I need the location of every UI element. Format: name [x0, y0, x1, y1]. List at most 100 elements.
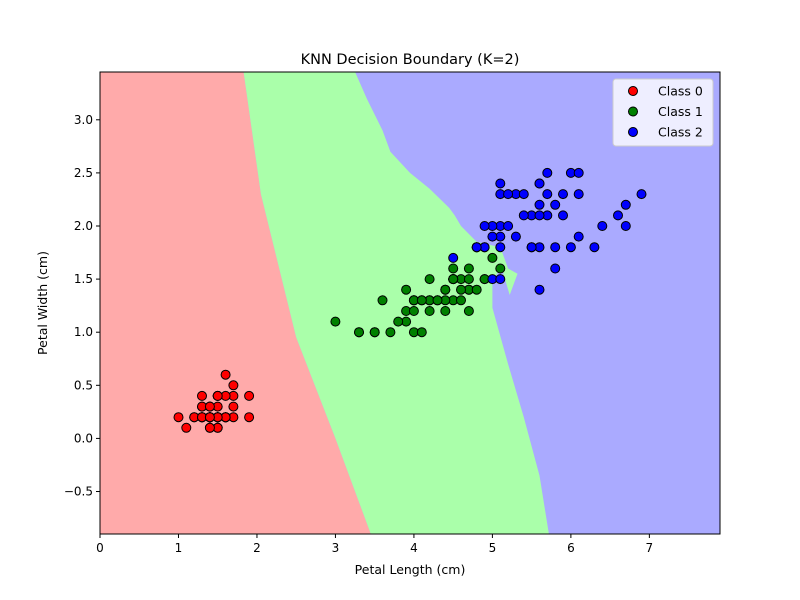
plot-area [100, 72, 720, 534]
point-class-2 [503, 221, 514, 231]
point-class-2 [510, 231, 521, 242]
x-axis: 0 1 2 3 4 5 6 7 [96, 534, 653, 555]
point-class-2 [495, 242, 506, 253]
y-tick-label: 0.5 [74, 378, 93, 392]
point-class-1 [471, 284, 482, 295]
y-tick-label: 1.0 [74, 325, 93, 339]
point-class-0 [244, 412, 255, 423]
point-class-1 [393, 316, 404, 327]
point-class-1 [401, 284, 412, 295]
legend: Class 0 Class 1 Class 2 [612, 78, 714, 147]
point-class-1 [463, 306, 474, 316]
point-class-2 [495, 178, 506, 189]
point-class-0 [244, 390, 255, 401]
decision-region-class-1 [243, 72, 549, 534]
x-tick-label: 5 [489, 541, 497, 555]
point-class-0 [204, 401, 215, 412]
point-class-0 [228, 380, 239, 391]
point-class-1 [440, 284, 451, 295]
point-class-2 [589, 242, 600, 253]
y-tick-label: 2.0 [74, 219, 93, 233]
point-class-1 [416, 295, 427, 306]
point-class-0 [204, 422, 215, 433]
point-class-2 [503, 189, 514, 200]
point-class-2 [620, 199, 631, 210]
y-tick-label: −0.5 [64, 485, 93, 499]
legend-label-class-1: Class 1 [658, 104, 703, 119]
point-class-2 [613, 210, 623, 221]
point-class-1 [424, 306, 435, 316]
y-tick-label: 3.0 [74, 113, 93, 127]
point-class-2 [526, 242, 537, 253]
point-class-2 [534, 284, 545, 295]
point-class-0 [181, 422, 192, 433]
point-class-0 [212, 390, 223, 401]
x-tick-label: 0 [96, 541, 104, 555]
legend-marker-class-1 [628, 106, 638, 117]
point-class-2 [534, 199, 545, 210]
point-class-0 [173, 412, 184, 423]
point-class-2 [518, 189, 529, 200]
legend-box [612, 78, 714, 147]
chart-title: KNN Decision Boundary (K=2) [301, 52, 520, 68]
x-tick-label: 1 [175, 541, 183, 555]
point-class-2 [597, 221, 608, 231]
point-class-2 [636, 189, 647, 200]
point-class-1 [330, 316, 341, 327]
point-class-1 [463, 274, 474, 285]
y-tick-label: 0.0 [74, 431, 93, 445]
point-class-2 [620, 221, 631, 231]
point-class-2 [573, 167, 584, 178]
y-tick-label: 1.5 [74, 272, 93, 286]
point-class-2 [573, 231, 584, 242]
point-class-1 [354, 327, 364, 338]
point-class-0 [228, 401, 239, 412]
decision-regions [100, 72, 549, 534]
point-class-0 [197, 390, 207, 401]
x-tick-label: 7 [646, 541, 654, 555]
x-tick-label: 3 [332, 541, 340, 555]
legend-label-class-2: Class 2 [658, 125, 703, 140]
point-class-2 [558, 210, 568, 221]
point-class-1 [432, 295, 443, 306]
plot-frame [99, 71, 721, 535]
point-class-2 [550, 263, 561, 274]
point-class-2 [471, 242, 482, 253]
data-points [173, 167, 647, 433]
point-class-2 [534, 210, 545, 221]
point-class-1 [456, 284, 466, 295]
x-axis-label: Petal Length (cm) [355, 562, 466, 577]
decision-region-class-0 [100, 72, 371, 534]
point-class-1 [463, 263, 474, 274]
point-class-1 [424, 274, 435, 285]
point-class-1 [440, 306, 451, 316]
point-class-1 [408, 306, 419, 316]
y-tick-label: 2.5 [74, 166, 93, 180]
point-class-2 [448, 252, 459, 263]
point-class-1 [448, 263, 459, 274]
point-class-2 [542, 189, 553, 200]
legend-marker-class-0 [628, 86, 638, 96]
y-axis-label: Petal Width (cm) [35, 251, 50, 355]
point-class-2 [550, 242, 561, 253]
point-class-2 [495, 274, 506, 285]
x-tick-label: 4 [410, 541, 418, 555]
point-class-2 [534, 178, 545, 189]
point-class-1 [456, 295, 466, 306]
point-class-2 [558, 189, 568, 200]
point-class-1 [416, 327, 427, 338]
point-class-0 [204, 412, 215, 423]
point-class-2 [487, 231, 498, 242]
point-class-2 [542, 167, 553, 178]
point-class-0 [220, 369, 231, 380]
x-tick-label: 6 [567, 541, 575, 555]
point-class-2 [518, 210, 529, 221]
point-class-1 [377, 295, 388, 306]
point-class-1 [448, 274, 459, 285]
point-class-1 [487, 252, 498, 263]
point-class-1 [369, 327, 380, 338]
point-class-1 [495, 263, 506, 274]
point-class-2 [565, 242, 576, 253]
point-class-1 [385, 327, 396, 338]
